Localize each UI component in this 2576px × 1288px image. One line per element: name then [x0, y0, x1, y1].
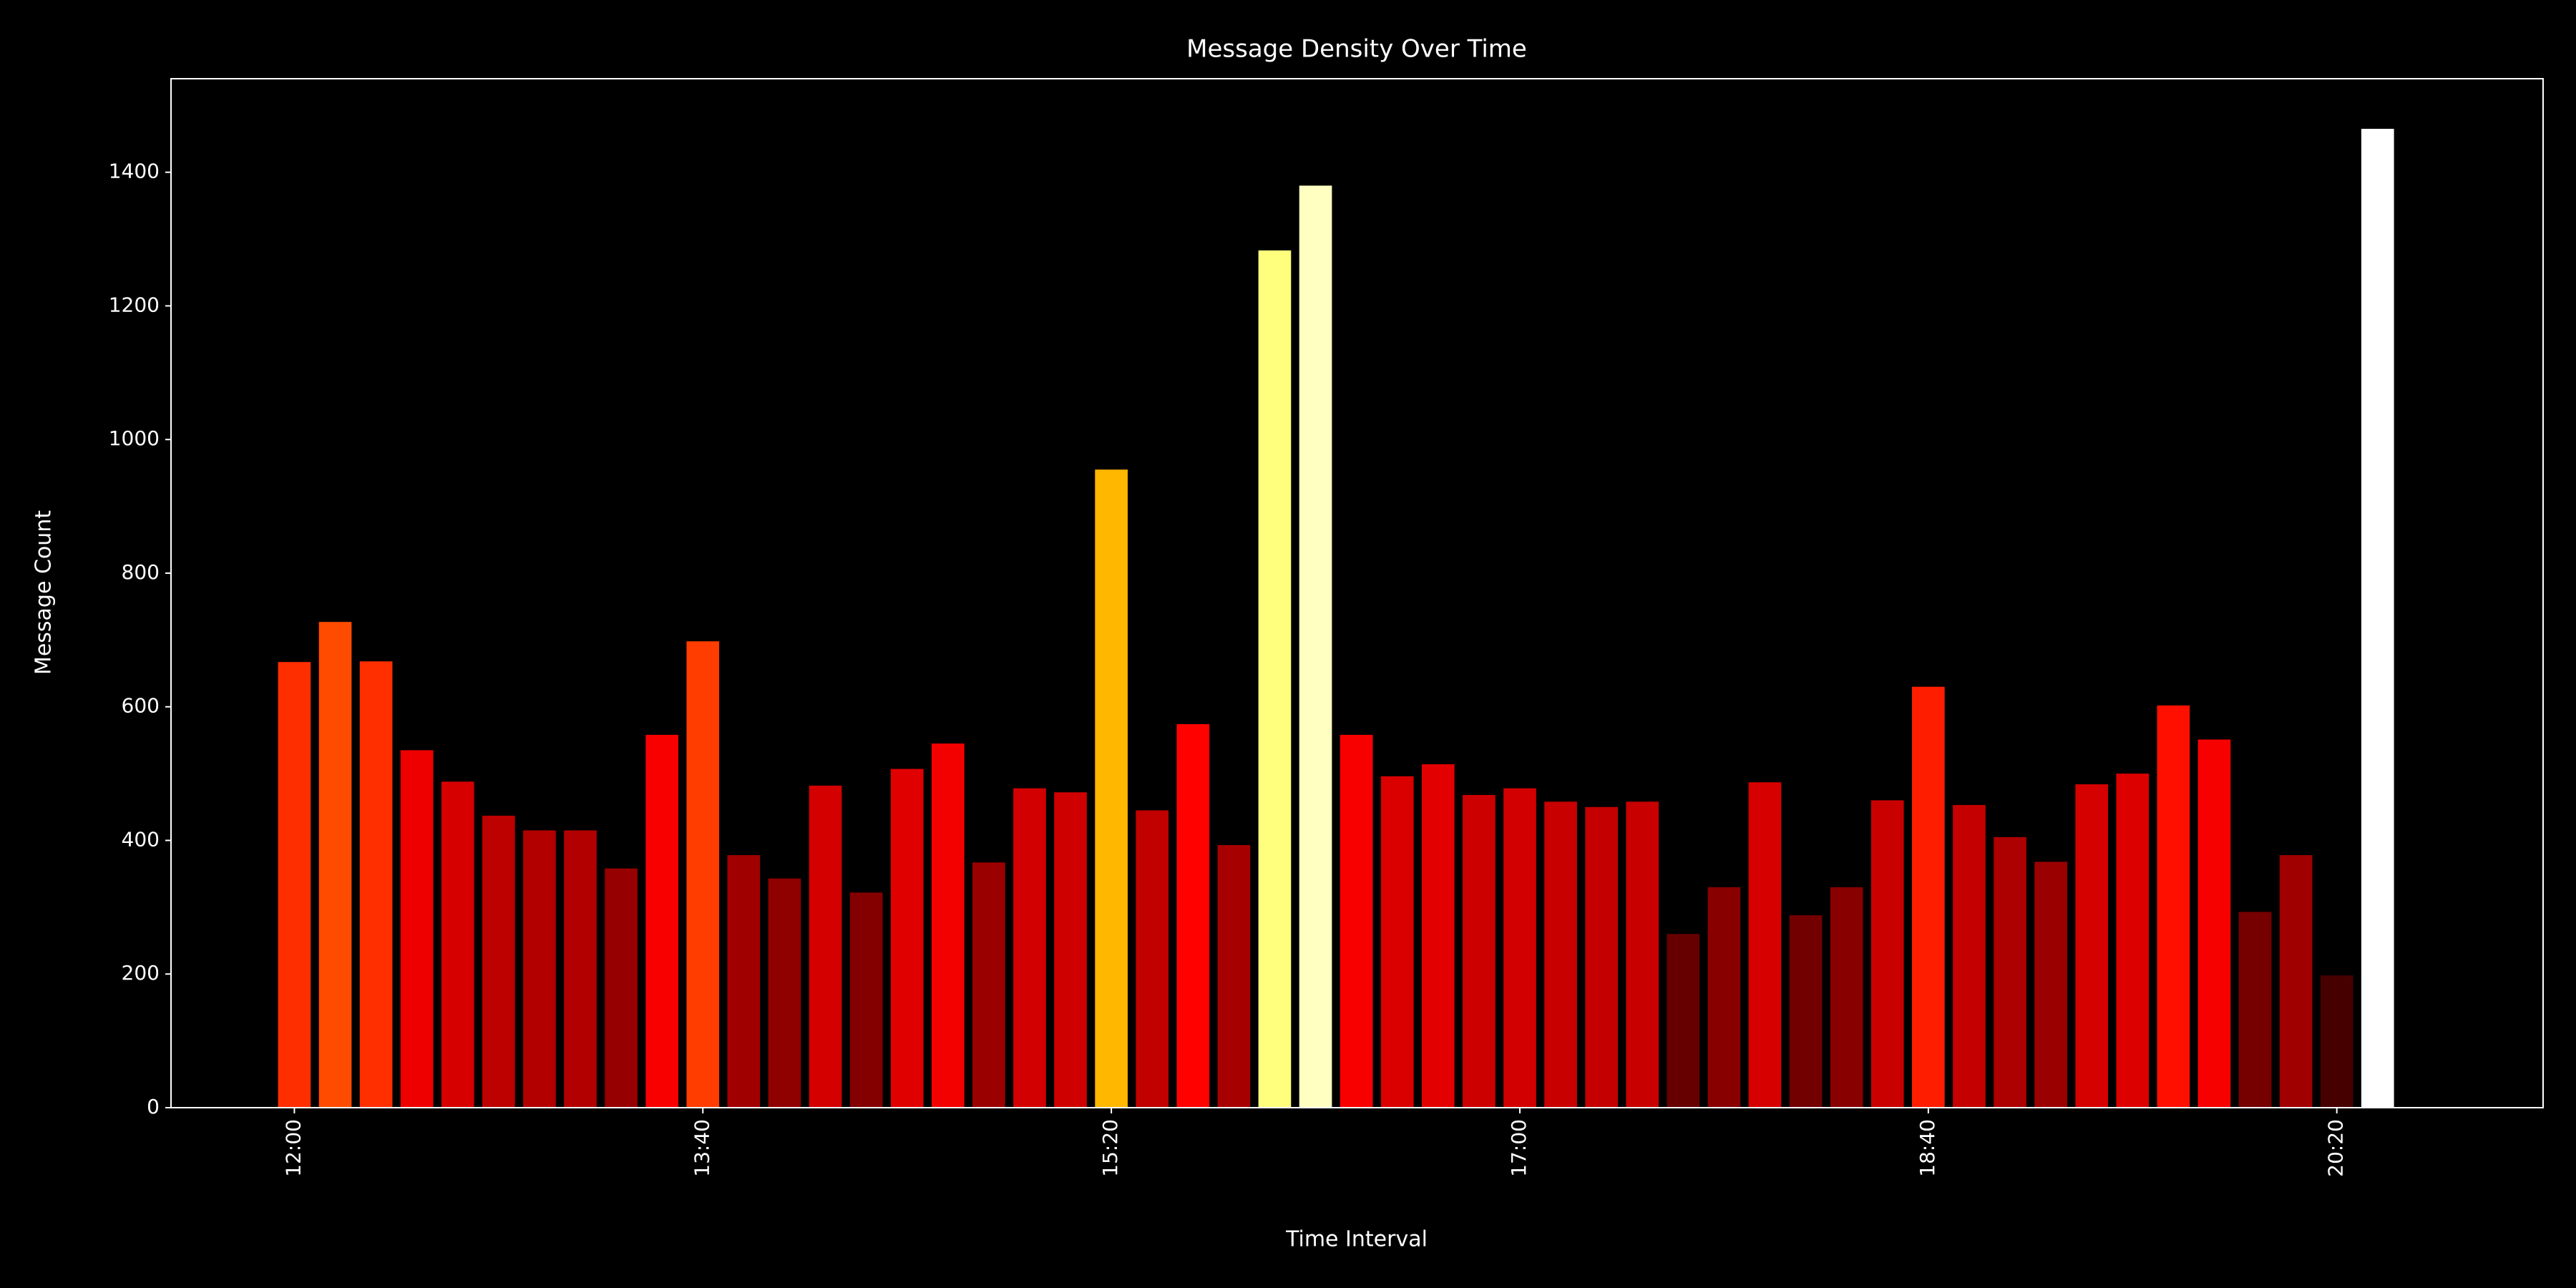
x-axis-label: Time Interval: [1285, 1227, 1428, 1252]
bar: [2238, 912, 2272, 1108]
y-tick-label: 400: [122, 827, 160, 851]
y-tick-label: 1200: [109, 293, 160, 316]
chart-title: Message Density Over Time: [1186, 35, 1527, 64]
bar: [890, 769, 924, 1108]
y-tick-label: 0: [147, 1095, 160, 1118]
bar: [645, 734, 679, 1108]
bar: [1258, 250, 1292, 1108]
bar: [2197, 739, 2231, 1108]
plot-frame: [170, 78, 2544, 1108]
bar: [523, 830, 556, 1108]
bar: [359, 661, 393, 1108]
bar: [2361, 129, 2394, 1108]
bar: [2034, 862, 2067, 1108]
bar: [1463, 794, 1496, 1108]
bar: [278, 662, 311, 1108]
bar: [1667, 934, 1700, 1108]
bar: [482, 815, 515, 1108]
bar: [1176, 724, 1210, 1108]
y-tick-label: 800: [122, 560, 160, 584]
bar: [727, 855, 761, 1108]
x-tick-label: 15:20: [1098, 1119, 1122, 1177]
bar: [1380, 776, 1414, 1108]
bar: [2279, 855, 2313, 1108]
y-tick-label: 600: [122, 694, 160, 718]
bar: [1421, 764, 1455, 1108]
bar: [1585, 806, 1618, 1108]
bar: [1748, 782, 1782, 1108]
bar: [768, 878, 801, 1108]
bar: [2157, 705, 2190, 1108]
bar: [1626, 801, 1659, 1108]
bar: [605, 868, 638, 1108]
bar: [972, 862, 1005, 1108]
bar: [2116, 774, 2150, 1108]
bar: [1912, 686, 1945, 1108]
x-tick-label: 17:00: [1507, 1119, 1531, 1177]
x-tick-label: 12:00: [281, 1119, 305, 1177]
bar: [1340, 734, 1373, 1108]
bar: [686, 641, 720, 1108]
bar: [1095, 469, 1128, 1108]
y-tick-label: 1000: [109, 426, 160, 450]
bar: [1503, 788, 1536, 1108]
bar: [564, 830, 597, 1108]
x-tick-label: 20:20: [2324, 1119, 2348, 1177]
bar: [1994, 836, 2026, 1108]
bar: [1013, 788, 1046, 1108]
bar: [1953, 805, 1986, 1108]
x-tick-label: 13:40: [690, 1119, 713, 1177]
bar: [1544, 801, 1577, 1108]
bar: [1707, 887, 1741, 1108]
bar: [1789, 915, 1823, 1108]
bar: [849, 892, 883, 1108]
bar: [1217, 845, 1251, 1108]
bar: [1830, 887, 1863, 1108]
y-axis-label: Message Count: [31, 510, 57, 675]
bar: [441, 781, 474, 1108]
bar: [2075, 784, 2109, 1108]
x-tick-label: 18:40: [1916, 1119, 1939, 1177]
bar: [1870, 800, 1904, 1108]
bar: [1054, 792, 1087, 1108]
bar: [809, 785, 842, 1108]
y-tick-label: 200: [122, 961, 160, 985]
bar: [1136, 810, 1169, 1108]
bar: [2320, 975, 2353, 1108]
bar: [1299, 185, 1332, 1108]
y-tick-label: 1400: [109, 160, 160, 183]
bar: [931, 743, 965, 1108]
bar: [318, 622, 352, 1108]
bar: [2402, 1070, 2435, 1108]
bar: [400, 750, 434, 1108]
